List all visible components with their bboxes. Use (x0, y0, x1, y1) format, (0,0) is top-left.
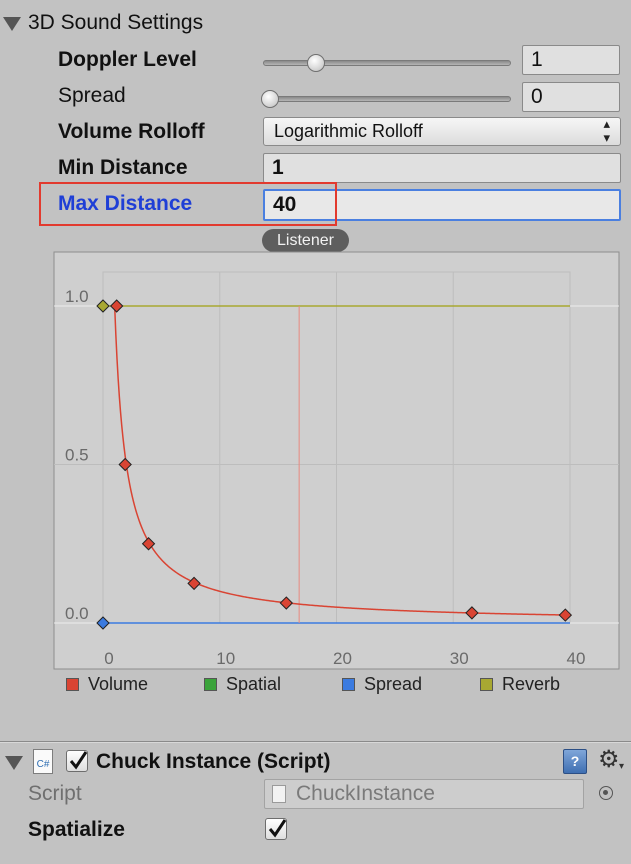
script-file-icon (272, 785, 286, 803)
x-tick-label: 40 (567, 649, 586, 668)
x-tick-label: 10 (216, 649, 235, 668)
chart-points[interactable] (96, 299, 573, 630)
object-picker-icon[interactable] (599, 786, 613, 800)
volume-keyframe[interactable] (558, 608, 573, 622)
volume-rolloff-label: Volume Rolloff (58, 120, 205, 143)
component-divider (0, 741, 631, 742)
legend-spread-label: Spread (364, 674, 423, 694)
component-title: Chuck Instance (Script) (96, 750, 331, 773)
spatialize-checkbox[interactable] (265, 818, 287, 840)
highlight-box (39, 182, 337, 226)
spread-slider-track[interactable] (263, 96, 511, 102)
checkmark-icon (69, 751, 88, 770)
legend-spatial-label: Spatial (226, 674, 282, 694)
legend-spread-swatch (342, 678, 355, 691)
spread-slider-thumb[interactable] (261, 90, 279, 108)
legend-volume-swatch (66, 678, 79, 691)
component-divider-highlight (0, 742, 631, 743)
doppler-level-field[interactable]: 1 (522, 45, 620, 75)
script-label: Script (28, 782, 82, 805)
doppler-level-slider-thumb[interactable] (307, 54, 325, 72)
y-tick-label: 0.0 (65, 604, 89, 623)
legend-volume-label: Volume (88, 674, 149, 694)
chart-series-lines (103, 305, 570, 624)
component-foldout-icon[interactable] (5, 756, 23, 770)
help-book-icon[interactable]: ? (563, 749, 587, 774)
settings-gear-icon[interactable]: ⚙ (598, 746, 620, 773)
chart-axis-labels: 0 10 20 30 40 1.0 0.5 0.0 (65, 287, 585, 668)
volume-curve (113, 305, 565, 616)
legend-reverb-swatch (480, 678, 493, 691)
section-title[interactable]: 3D Sound Settings (28, 11, 204, 34)
y-tick-label: 0.5 (65, 446, 89, 465)
volume-keyframe[interactable] (109, 299, 124, 313)
csharp-script-icon: C# (33, 749, 53, 774)
x-tick-label: 30 (450, 649, 469, 668)
rolloff-curve-chart[interactable]: 0 10 20 30 40 1.0 0.5 0.0 (53, 251, 620, 670)
legend-reverb-label: Reverb (502, 674, 561, 694)
checkmark-icon (268, 819, 287, 838)
script-value: ChuckInstance (296, 782, 435, 805)
doppler-level-slider-track[interactable] (263, 60, 511, 66)
reverb-keyframe[interactable] (96, 299, 110, 313)
doppler-level-label: Doppler Level (58, 48, 197, 71)
spatialize-label: Spatialize (28, 818, 125, 841)
volume-keyframe[interactable] (187, 576, 201, 591)
listener-label: Listener (262, 229, 349, 252)
min-distance-label: Min Distance (58, 156, 188, 179)
section-foldout-icon[interactable] (3, 17, 21, 31)
legend-spatial-swatch (204, 678, 217, 691)
spread-field[interactable]: 0 (522, 82, 620, 112)
min-distance-field[interactable]: 1 (263, 153, 621, 183)
script-field: ChuckInstance (264, 779, 584, 809)
dropdown-arrows-icon: ▴ ▾ (603, 116, 610, 145)
x-tick-label: 20 (333, 649, 352, 668)
volume-keyframe[interactable] (141, 537, 156, 551)
spread-label: Spread (58, 84, 126, 107)
max-distance-label: Max Distance (58, 192, 193, 215)
volume-rolloff-value: Logarithmic Rolloff (274, 121, 423, 141)
max-distance-field[interactable]: 40 (263, 189, 621, 221)
settings-dropdown-icon: ▾ (619, 761, 625, 772)
spread-keyframe[interactable] (96, 616, 110, 630)
x-tick-label: 0 (104, 649, 113, 668)
volume-keyframe[interactable] (465, 606, 479, 620)
volume-keyframe[interactable] (279, 596, 294, 610)
volume-keyframe[interactable] (118, 457, 132, 472)
volume-rolloff-dropdown[interactable]: Logarithmic Rolloff ▴ ▾ (263, 117, 621, 146)
y-tick-label: 1.0 (65, 287, 89, 306)
component-enabled-checkbox[interactable] (66, 750, 88, 772)
